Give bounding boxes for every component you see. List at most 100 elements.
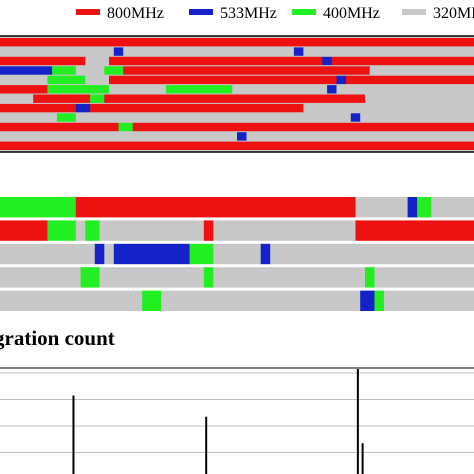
middle-cell-r2-s2: [104, 243, 115, 265]
top-cell-r7-s0: [0, 103, 77, 113]
top-cell-r4-s2: [85, 75, 110, 85]
middle-cell-r1-s5: [203, 220, 214, 241]
middle-cell-r2-s5: [213, 243, 262, 265]
top-cell-r1-s2: [123, 47, 295, 56]
top-cell-r4-s5: [346, 75, 474, 85]
top-cell-r0-s0: [0, 38, 474, 47]
top-cell-r7-s1: [75, 103, 91, 113]
top-cell-r3-s0: [0, 66, 53, 75]
top-cell-r6-s0: [0, 94, 34, 103]
top-cell-r3-s3: [104, 66, 124, 75]
middle-cell-r4-s2: [161, 290, 361, 311]
top-heatmap-panel: [0, 35, 474, 153]
top-cell-r3-s2: [75, 66, 105, 75]
legend-swatch-533mhz: [189, 9, 213, 15]
middle-cell-r4-s0: [0, 290, 143, 311]
top-cell-r4-s1: [47, 75, 86, 85]
top-cell-r4-s0: [0, 75, 48, 85]
top-cell-r2-s3: [322, 56, 333, 66]
top-cell-r10-s1: [237, 132, 247, 141]
top-cell-r8-s3: [350, 113, 361, 122]
top-cell-r3-s4: [123, 66, 371, 75]
top-cell-r7-s2: [90, 103, 304, 113]
middle-cell-r0-s5: [431, 197, 474, 218]
bottom-grid: [0, 372, 474, 453]
middle-cell-r2-s3: [113, 243, 191, 265]
legend-label-800mhz: 800MHz: [107, 5, 164, 22]
middle-cell-r2-s0: [0, 243, 96, 265]
top-cell-r2-s1: [85, 56, 110, 66]
middle-cell-r0-s3: [407, 197, 418, 218]
top-cell-r5-s5: [327, 85, 338, 94]
top-cell-r10-s2: [246, 132, 474, 141]
middle-cell-r3-s5: [365, 267, 375, 288]
top-cell-r2-s2: [109, 56, 323, 66]
top-cell-r8-s2: [75, 113, 352, 122]
bottom-bars: [72, 369, 364, 474]
top-heatmap-rows: [0, 38, 474, 150]
top-cell-r6-s1: [33, 94, 91, 103]
middle-cell-r4-s1: [142, 290, 162, 311]
top-cell-r4-s4: [336, 75, 347, 85]
top-cell-r1-s4: [303, 47, 474, 56]
top-cell-r5-s0: [0, 85, 48, 94]
top-cell-r2-s4: [331, 56, 474, 66]
middle-cell-r0-s4: [417, 197, 432, 218]
top-cell-r1-s1: [113, 47, 124, 56]
top-cell-r5-s4: [232, 85, 328, 94]
middle-cell-r1-s2: [75, 220, 86, 241]
top-cell-r5-s3: [165, 85, 233, 94]
legend-label-533mhz: 533MHz: [220, 5, 277, 22]
top-cell-r9-s2: [132, 122, 474, 132]
middle-cell-r0-s2: [355, 197, 409, 218]
middle-cell-r1-s1: [47, 220, 77, 241]
middle-cell-r3-s2: [99, 267, 205, 288]
legend-swatch-400mhz: [292, 9, 316, 15]
top-cell-r6-s2: [90, 94, 105, 103]
middle-cell-r2-s6: [260, 243, 271, 265]
top-cell-r2-s0: [0, 56, 86, 66]
top-cell-r1-s3: [293, 47, 304, 56]
middle-cell-r2-s4: [189, 243, 214, 265]
middle-cell-r3-s6: [374, 267, 474, 288]
top-cell-r10-s0: [0, 132, 238, 141]
top-cell-r6-s3: [104, 94, 366, 103]
middle-cell-r2-s7: [270, 243, 474, 265]
middle-cell-r0-s0: [0, 197, 77, 218]
middle-cell-r2-s1: [94, 243, 105, 265]
middle-cell-r1-s4: [99, 220, 205, 241]
top-cell-r1-s0: [0, 47, 115, 56]
middle-heatmap-rows: [0, 197, 474, 311]
top-cell-r8-s4: [360, 113, 474, 122]
top-cell-r5-s1: [47, 85, 110, 94]
middle-cell-r3-s1: [80, 267, 101, 288]
top-cell-r3-s1: [52, 66, 77, 75]
middle-cell-r4-s4: [374, 290, 385, 311]
top-cell-r8-s0: [0, 113, 58, 122]
top-cell-r9-s1: [118, 122, 134, 132]
top-cell-r5-s2: [109, 85, 167, 94]
bottom-plot-frame: [0, 367, 474, 369]
top-cell-r11-s0: [0, 141, 474, 150]
middle-cell-r3-s3: [203, 267, 214, 288]
legend-label-400mhz: 400MHz: [323, 5, 380, 22]
middle-heatmap-panel: [0, 196, 474, 312]
legend-swatch-320mhz: [402, 9, 426, 15]
top-cell-r3-s5: [369, 66, 474, 75]
middle-cell-r1-s0: [0, 220, 48, 241]
legend-swatch-800mhz: [76, 9, 100, 15]
middle-cell-r1-s6: [213, 220, 356, 241]
top-cell-r5-s6: [336, 85, 474, 94]
middle-cell-r4-s5: [383, 290, 474, 311]
bottom-chart-title: gration count: [0, 326, 115, 350]
middle-cell-r1-s7: [355, 220, 474, 241]
legend: 800MHz 533MHz 400MHz 320MHz: [76, 5, 474, 22]
top-cell-r9-s0: [0, 122, 119, 132]
middle-cell-r1-s3: [85, 220, 100, 241]
top-cell-r4-s3: [109, 75, 337, 85]
top-cell-r8-s1: [56, 113, 77, 122]
bottom-bar-panel: gration count: [0, 326, 474, 474]
middle-cell-r3-s0: [0, 267, 82, 288]
middle-cell-r4-s3: [360, 290, 375, 311]
